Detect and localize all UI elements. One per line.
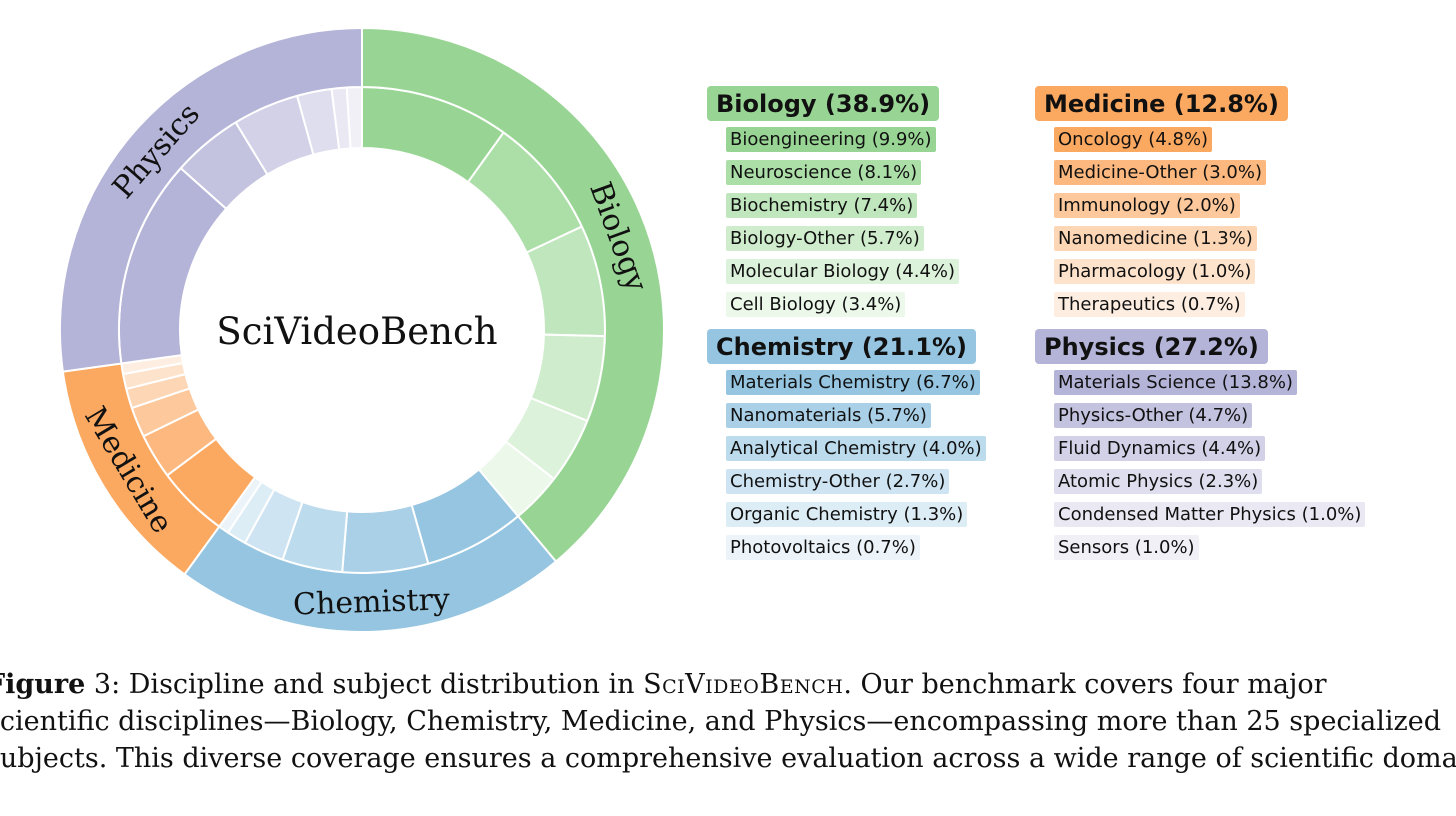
legend-header-physics: Physics (27.2%) [1035,329,1268,364]
legend-item: Biology-Other (5.7%) [726,226,924,251]
legend-item: Organic Chemistry (1.3%) [726,502,968,527]
legend-item: Materials Chemistry (6.7%) [726,370,980,395]
legend-item: Neuroscience (8.1%) [726,160,922,185]
legend-item: Oncology (4.8%) [1054,127,1213,152]
legend-item: Analytical Chemistry (4.0%) [726,436,986,461]
figure-caption: Figure 3: Discipline and subject distrib… [0,666,1456,777]
legend-item: Cell Biology (3.4%) [726,292,906,317]
subject-wedge [345,85,363,150]
legend-group-medicine: Medicine (12.8%) Oncology (4.8%) Medicin… [1035,86,1365,325]
legend-item: Molecular Biology (4.4%) [726,259,960,284]
legend-header-chemistry: Chemistry (21.1%) [707,329,977,364]
center-label: SciVideoBench [216,310,497,353]
legend-group-chemistry: Chemistry (21.1%) Materials Chemistry (6… [707,329,986,568]
legend-group-biology: Biology (38.9%) Bioengineering (9.9%) Ne… [707,86,986,325]
legend-item: Fluid Dynamics (4.4%) [1054,436,1266,461]
legend-item: Atomic Physics (2.3%) [1054,469,1263,494]
legend-item: Materials Science (13.8%) [1054,370,1297,395]
legend-column-right: Medicine (12.8%) Oncology (4.8%) Medicin… [1035,86,1366,572]
legend-item: Nanomaterials (5.7%) [726,403,931,428]
legend-header-medicine: Medicine (12.8%) [1035,86,1288,121]
caption-line1-rest: . Our benchmark covers four major [843,669,1327,700]
legend-item: Sensors (1.0%) [1054,535,1199,560]
legend-item: Medicine-Other (3.0%) [1054,160,1267,185]
legend-item: Therapeutics (0.7%) [1054,292,1245,317]
discipline-wedge-physics [59,26,363,373]
legend-item: Condensed Matter Physics (1.0%) [1054,502,1366,527]
legend-group-physics: Physics (27.2%) Materials Science (13.8%… [1035,329,1366,568]
caption-line-2: scientific disciplines—Biology, Chemistr… [0,706,1442,737]
legend-item: Chemistry-Other (2.7%) [726,469,950,494]
subject-wedge [341,503,430,574]
caption-figure-label: Figure [0,669,86,700]
legend-item: Physics-Other (4.7%) [1054,403,1253,428]
legend-item: Biochemistry (7.4%) [726,193,918,218]
legend-item: Immunology (2.0%) [1054,193,1240,218]
discipline-ring [59,26,665,633]
legend-column-left: Biology (38.9%) Bioengineering (9.9%) Ne… [707,86,986,572]
caption-line-1: Figure 3: Discipline and subject distrib… [0,666,1456,703]
legend-item: Nanomedicine (1.3%) [1054,226,1257,251]
caption-benchmark-name: SciVideoBench [643,669,844,700]
legend-item: Bioengineering (9.9%) [726,127,936,152]
caption-line-3: subjects. This diverse coverage ensures … [0,743,1456,774]
subject-ring [118,85,606,574]
discipline-label-chemistry: Chemistry [292,582,450,622]
discipline-wedge-biology [361,26,665,563]
legend-item: Pharmacology (1.0%) [1054,259,1256,284]
caption-number: 3: Discipline and subject distribution i… [85,669,644,700]
legend-item: Photovoltaics (0.7%) [726,535,920,560]
legend-header-biology: Biology (38.9%) [707,86,940,121]
